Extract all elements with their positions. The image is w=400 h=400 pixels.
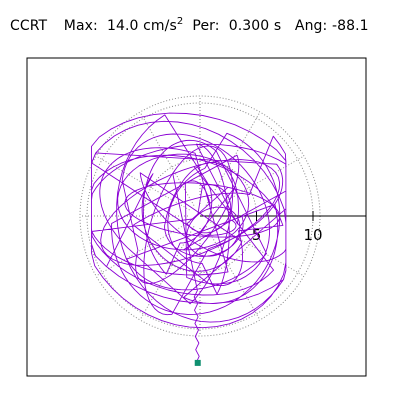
- period-label: Per:: [192, 18, 220, 34]
- plot-frame: [26, 57, 367, 377]
- polar-spoke-300: [205, 226, 261, 321]
- radial-tick-label-10: 10: [303, 226, 322, 244]
- station-code: CCRT: [10, 18, 48, 34]
- angle-value: -88.1: [331, 18, 369, 34]
- end-marker-group: [194, 359, 201, 366]
- radial-tick-label-5: 5: [252, 226, 262, 244]
- max-unit-exponent: 2: [176, 16, 184, 27]
- max-unit: cm/s: [143, 18, 177, 34]
- max-value: 14.0: [106, 18, 139, 34]
- period-value: 0.300 s: [228, 18, 282, 34]
- plot-header: CCRT Max: 14.0 cm/s2 Per: 0.300 s Ang: -…: [10, 16, 369, 34]
- angle-label: Ang:: [294, 18, 328, 34]
- polar-spoke-60: [205, 111, 261, 206]
- radial-axis: 5 10: [200, 211, 366, 244]
- motion-trace-line: [91, 112, 287, 364]
- end-point-marker: [194, 359, 201, 366]
- polar-spoke-210: [95, 221, 190, 277]
- motion-trace: [91, 112, 287, 364]
- polar-spoke-240: [139, 226, 195, 321]
- max-label: Max:: [63, 18, 98, 34]
